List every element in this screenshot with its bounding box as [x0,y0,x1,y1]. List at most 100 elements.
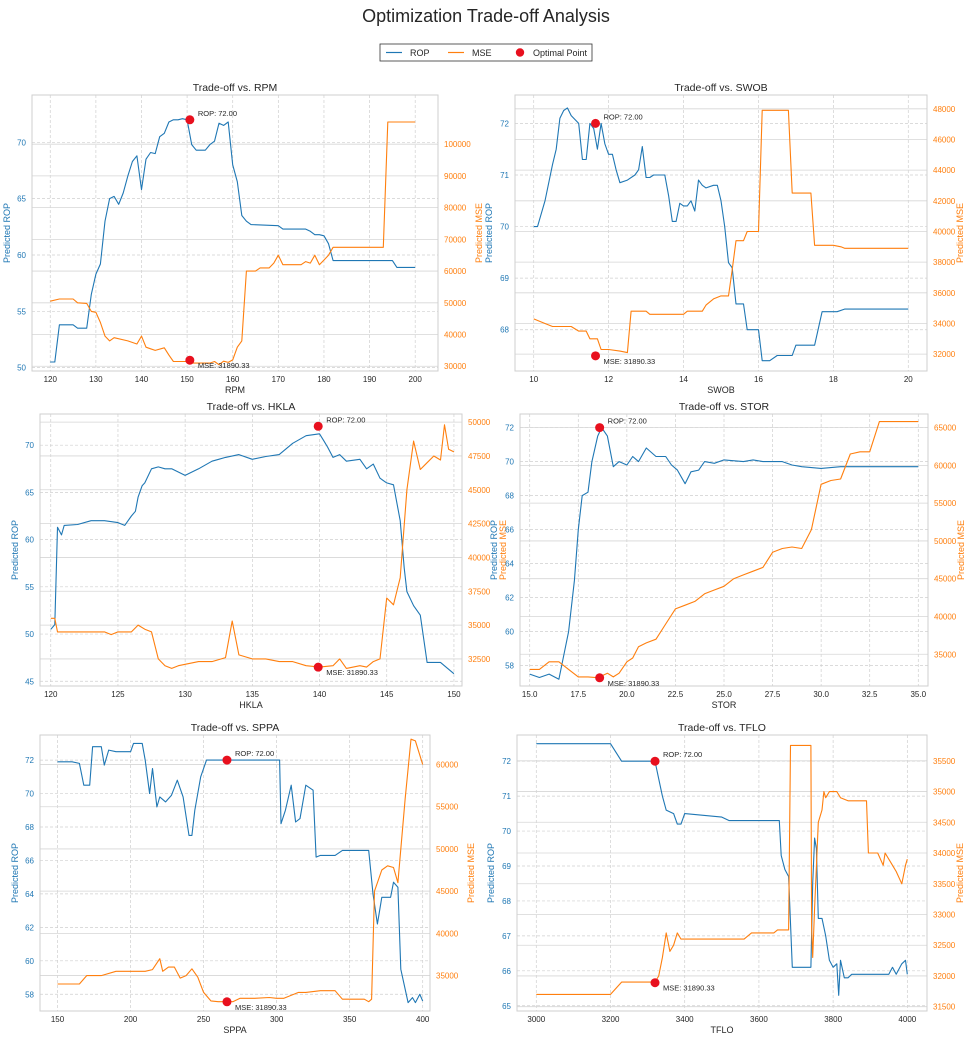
optimal-mse-marker [222,997,232,1007]
y-tick-label: 60 [17,251,26,260]
y2-tick-label: 32500 [933,941,956,950]
y-tick-label: 70 [17,138,26,147]
figure-title: Optimization Trade-off Analysis [362,6,610,26]
y2-tick-label: 70000 [444,235,467,244]
optimal-mse-annotation: MSE: 31890.33 [198,361,250,370]
optimal-mse-marker [185,355,195,365]
plot-frame [516,734,928,1012]
optimal-mse-annotation: MSE: 31890.33 [326,668,378,677]
y2-tick-label: 45000 [436,887,459,896]
subplot-title: Trade-off vs. SWOB [674,82,767,94]
y2-tick-label: 55000 [934,499,957,508]
y-tick-label: 68 [25,823,34,832]
optimal-rop-annotation: ROP: 72.00 [326,415,365,424]
x-tick-label: 25.0 [716,690,732,699]
plot-frame [39,413,463,687]
y2-tick-label: 35000 [468,621,491,630]
y2-tick-label: 42500 [468,520,491,529]
y-tick-label: 55 [17,307,26,316]
y-tick-label: 67 [502,932,511,941]
x-tick-label: 10 [529,375,538,384]
optimal-mse-marker [313,662,323,672]
y-tick-label: 50 [17,364,26,373]
plot-frame [519,413,929,687]
y-axis-label: Predicted ROP [10,520,20,580]
subplot-title: Trade-off vs. HKLA [207,401,296,413]
subplots: Trade-off vs. RPM 120 130 140 150 160 170 180 19… [2,82,966,1035]
y-tick-label: 70 [502,827,511,836]
x-tick-label: 20 [904,375,913,384]
mse-series-line [57,738,424,1003]
x-tick-label: 400 [416,1015,430,1024]
y-axis-label: Predicted ROP [10,843,20,903]
plot-frame [39,734,431,1012]
y-tick-label: 69 [500,274,509,283]
y-tick-label: 72 [25,756,34,765]
y-tick-label: 65 [17,195,26,204]
x-tick-label: 15.0 [522,690,538,699]
x-tick-label: 27.5 [765,690,781,699]
x-axis-label: SWOB [707,385,735,395]
y2-tick-label: 44000 [933,166,956,175]
y-tick-label: 65 [502,1002,511,1011]
y2-tick-label: 65000 [934,424,957,433]
legend-optimal-label: Optimal Point [533,48,588,58]
x-axis-label: SPPA [223,1025,246,1035]
y2-tick-label: 46000 [933,135,956,144]
optimal-rop-annotation: ROP: 72.00 [198,109,237,118]
plot-area [32,95,438,371]
y2-tick-label: 55000 [436,803,459,812]
x-tick-label: 160 [226,375,240,384]
y-tick-label: 71 [502,792,511,801]
y2-tick-label: 50000 [436,845,459,854]
y2-tick-label: 40000 [933,227,956,236]
x-tick-label: 18 [829,375,838,384]
x-tick-label: 20.0 [619,690,635,699]
y-tick-label: 60 [505,628,514,637]
optimal-rop-marker [185,115,195,125]
figure-legend: ROP MSE Optimal Point [379,43,593,62]
x-tick-label: 4000 [898,1015,916,1024]
plot-area [517,735,927,1011]
y2-tick-label: 40000 [468,553,491,562]
legend-rop-label: ROP [410,48,430,58]
plot-area [40,735,430,1011]
y2-tick-label: 60000 [934,461,957,470]
rop-series-line [57,742,424,1004]
y-tick-label: 68 [500,326,509,335]
y-tick-label: 50 [25,630,34,639]
x-tick-label: 3000 [527,1015,545,1024]
x-tick-label: 135 [246,690,260,699]
y2-tick-label: 33500 [933,880,956,889]
y-tick-label: 60 [25,957,34,966]
y-tick-label: 66 [502,967,511,976]
x-tick-label: 120 [44,690,58,699]
y-axis-label: Predicted ROP [2,203,12,263]
y2-axis-label: Predicted MSE [955,203,965,263]
subplot-0: Trade-off vs. RPM 120 130 140 150 160 170 180 19… [2,82,484,395]
x-tick-label: 3200 [602,1015,620,1024]
optimal-rop-annotation: ROP: 72.00 [235,749,274,758]
x-tick-label: 17.5 [570,690,586,699]
optimal-mse-marker [595,673,605,683]
x-tick-label: 150 [180,375,194,384]
optimal-mse-annotation: MSE: 31890.33 [604,357,656,366]
y2-tick-label: 45000 [934,575,957,584]
subplot-title: Trade-off vs. TFLO [678,722,766,734]
y-tick-label: 62 [505,594,514,603]
legend-frame [379,43,593,62]
optimal-mse-annotation: MSE: 31890.33 [235,1003,287,1012]
y-tick-label: 58 [505,662,514,671]
x-tick-label: 250 [197,1015,211,1024]
y2-tick-label: 35500 [933,757,956,766]
x-axis-label: RPM [225,385,245,395]
y2-axis-label: Predicted MSE [955,843,965,903]
y2-tick-label: 32000 [933,972,956,981]
x-tick-label: 32.5 [862,690,878,699]
subplot-title: Trade-off vs. STOR [679,401,770,413]
y2-tick-label: 30000 [444,362,467,371]
rop-series-line [533,107,909,362]
y2-tick-label: 34000 [933,319,956,328]
y2-tick-label: 100000 [444,140,471,149]
